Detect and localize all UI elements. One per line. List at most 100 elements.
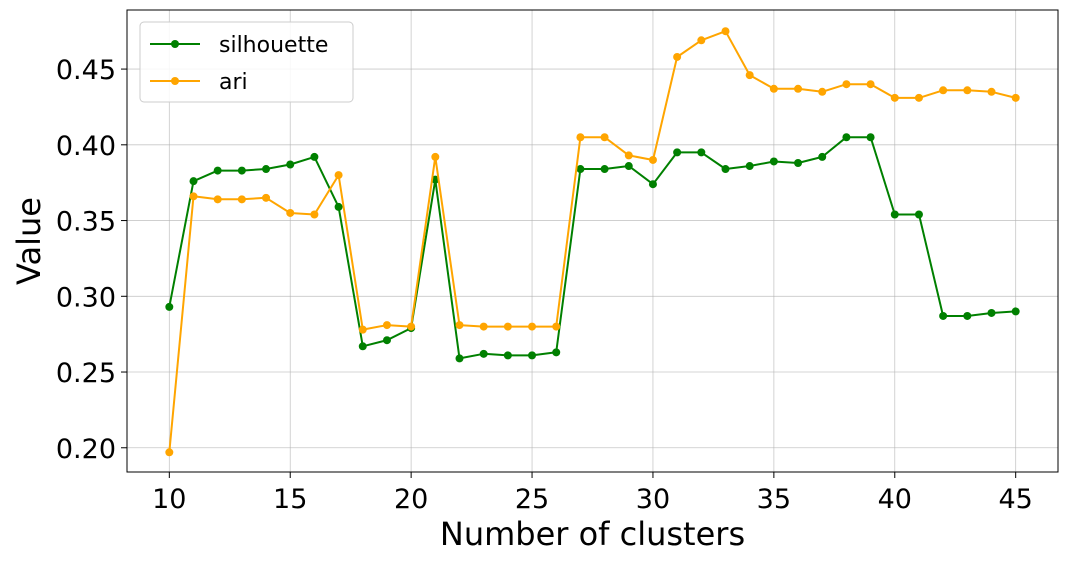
data-point-ari — [745, 71, 754, 80]
data-point-ari — [165, 448, 174, 457]
data-point-ari — [358, 325, 367, 334]
legend-label-ari: ari — [219, 70, 248, 95]
legend-label-silhouette: silhouette — [219, 33, 328, 58]
x-tick-label: 15 — [273, 484, 307, 515]
data-point-silhouette — [237, 166, 246, 175]
y-tick-label: 0.35 — [56, 207, 116, 238]
data-point-ari — [721, 27, 730, 36]
data-point-silhouette — [939, 311, 948, 320]
data-point-silhouette — [528, 351, 537, 360]
data-point-silhouette — [262, 165, 271, 174]
series-line-silhouette — [168, 136, 1016, 360]
data-point-ari — [697, 36, 706, 45]
data-point-ari — [842, 80, 851, 89]
data-point-silhouette — [576, 165, 585, 174]
y-tick-label: 0.25 — [56, 358, 116, 389]
series-ari — [165, 27, 1020, 457]
data-point-ari — [237, 195, 246, 204]
data-point-silhouette — [358, 342, 367, 351]
data-point-ari — [769, 84, 778, 93]
legend-marker-ari — [171, 77, 179, 85]
data-point-ari — [794, 84, 803, 93]
data-point-ari — [866, 80, 875, 89]
data-point-silhouette — [382, 336, 391, 345]
data-point-silhouette — [721, 165, 730, 174]
data-point-ari — [600, 133, 609, 142]
y-tick-label: 0.40 — [56, 131, 116, 162]
data-point-silhouette — [914, 210, 923, 219]
data-point-ari — [407, 322, 416, 331]
data-point-ari — [1011, 93, 1020, 102]
data-point-ari — [818, 87, 827, 96]
data-point-ari — [673, 52, 682, 61]
data-point-silhouette — [697, 148, 706, 157]
x-tick-label: 20 — [394, 484, 428, 515]
data-point-ari — [552, 322, 561, 331]
series-line-ari — [168, 30, 1016, 453]
data-point-ari — [648, 155, 657, 164]
data-point-silhouette — [963, 311, 972, 320]
y-tick-label: 0.20 — [56, 434, 116, 465]
data-point-silhouette — [987, 308, 996, 317]
data-point-ari — [503, 322, 512, 331]
data-point-ari — [262, 193, 271, 202]
data-point-silhouette — [310, 152, 319, 161]
x-tick-label: 25 — [515, 484, 549, 515]
series-silhouette — [165, 133, 1020, 363]
legend: silhouette ari — [139, 21, 354, 103]
data-point-silhouette — [842, 133, 851, 142]
data-point-silhouette — [890, 210, 899, 219]
y-tick-label: 0.30 — [56, 282, 116, 313]
data-point-silhouette — [189, 177, 198, 186]
data-point-ari — [382, 321, 391, 330]
data-point-ari — [479, 322, 488, 331]
data-point-ari — [310, 210, 319, 219]
data-point-ari — [890, 93, 899, 102]
x-tick-label: 30 — [636, 484, 670, 515]
data-point-silhouette — [745, 162, 754, 171]
data-point-silhouette — [648, 180, 657, 189]
data-point-silhouette — [624, 162, 633, 171]
y-tick-label: 0.45 — [56, 55, 116, 86]
data-point-ari — [963, 86, 972, 95]
data-point-ari — [939, 86, 948, 95]
data-point-silhouette — [794, 158, 803, 167]
data-point-ari — [286, 208, 295, 217]
data-point-silhouette — [334, 202, 343, 211]
data-point-silhouette — [286, 160, 295, 169]
series-layer — [165, 27, 1020, 457]
data-point-silhouette — [213, 166, 222, 175]
data-point-ari — [624, 151, 633, 160]
data-point-silhouette — [479, 349, 488, 358]
data-point-silhouette — [165, 302, 174, 311]
data-point-silhouette — [866, 133, 875, 142]
x-tick-label: 45 — [999, 484, 1033, 515]
data-point-ari — [528, 322, 537, 331]
data-point-ari — [189, 192, 198, 201]
data-point-silhouette — [818, 152, 827, 161]
data-point-ari — [334, 171, 343, 180]
data-point-silhouette — [455, 354, 464, 363]
x-tick-label: 40 — [878, 484, 912, 515]
data-point-silhouette — [552, 348, 561, 357]
data-point-ari — [431, 152, 440, 161]
data-point-ari — [987, 87, 996, 96]
axis-ticks: 10 15 20 25 30 35 40 45 0.20 0.25 0.30 0.35 0.40 0.45 — [56, 55, 1033, 515]
data-point-ari — [213, 195, 222, 204]
data-point-silhouette — [673, 148, 682, 157]
x-tick-label: 35 — [757, 484, 791, 515]
data-point-ari — [455, 321, 464, 330]
x-axis-label: Number of clusters — [440, 515, 745, 553]
data-point-silhouette — [600, 165, 609, 174]
legend-marker-silhouette — [171, 40, 179, 48]
data-point-silhouette — [503, 351, 512, 360]
data-point-ari — [576, 133, 585, 142]
y-axis-label: Value — [10, 197, 48, 285]
data-point-silhouette — [769, 157, 778, 166]
x-tick-label: 10 — [152, 484, 186, 515]
plot-frame — [126, 9, 1059, 473]
data-point-silhouette — [1011, 307, 1020, 316]
data-point-ari — [914, 93, 923, 102]
